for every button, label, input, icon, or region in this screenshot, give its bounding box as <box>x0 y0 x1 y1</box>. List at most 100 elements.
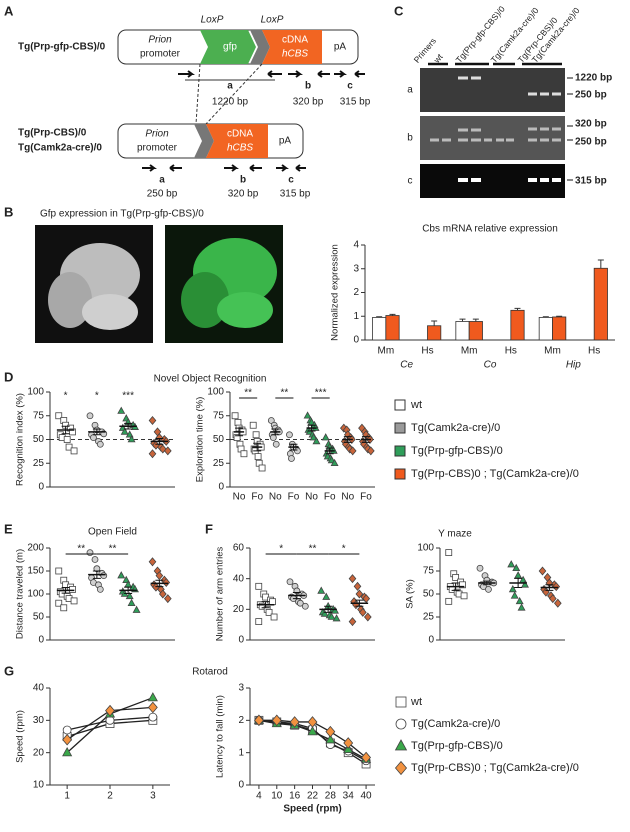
sem-bar <box>61 425 70 435</box>
amplicon-size: 250 bp <box>147 189 178 200</box>
y-tick-label: 100 <box>27 387 44 398</box>
marker <box>265 609 273 616</box>
marker <box>163 446 172 456</box>
bands-a <box>458 76 561 96</box>
marker <box>86 549 94 556</box>
sem-bar <box>235 427 244 437</box>
marker <box>96 586 104 593</box>
panel-label: E <box>4 521 13 536</box>
marker <box>258 464 266 472</box>
marker <box>538 566 547 576</box>
brain-shape <box>82 294 138 330</box>
group-label: Ce <box>400 360 413 371</box>
segment-label: promoter <box>140 49 181 60</box>
amplicon-size: 320 bp <box>228 189 259 200</box>
marker <box>231 412 239 420</box>
legend-swatch <box>394 399 406 411</box>
marker <box>361 751 371 764</box>
sem-bar <box>124 422 133 430</box>
marker <box>91 556 99 563</box>
bar <box>552 316 567 341</box>
y-tick-label: 40 <box>233 573 245 584</box>
gel-row-label: b <box>407 133 413 144</box>
y-tick-label: 0 <box>38 482 44 493</box>
x-tick-label: 1 <box>64 791 70 802</box>
marker <box>148 712 158 722</box>
bar <box>538 317 553 341</box>
sem-bar <box>155 579 164 588</box>
marker <box>459 581 466 589</box>
y-tick-label: 1 <box>238 747 244 758</box>
y-tick-label: 50 <box>213 434 225 445</box>
marker <box>249 421 257 429</box>
marker <box>510 591 519 599</box>
bands-b <box>430 127 561 142</box>
y-axis-label: SA (%) <box>405 579 416 609</box>
segment-label: promoter <box>137 143 178 154</box>
x-tick-label: Mm <box>544 346 561 357</box>
y-tick-label: 25 <box>213 458 225 469</box>
marker <box>55 599 63 607</box>
error-bar <box>597 259 604 269</box>
marker <box>348 617 357 627</box>
legend-label: Tg(Prp-gfp-CBS)/0 <box>411 445 503 457</box>
gel-row-label: c <box>408 176 413 187</box>
y-tick-label: 60 <box>233 543 245 554</box>
sem-bar <box>361 436 370 443</box>
sem-bar <box>545 584 554 591</box>
marker <box>255 582 263 590</box>
marker <box>55 412 63 420</box>
segment-label: gfp <box>223 42 237 53</box>
marker <box>521 580 529 588</box>
bar <box>372 317 387 341</box>
y-tick-label: 30 <box>33 715 45 726</box>
marker <box>348 446 357 456</box>
error-bar <box>376 316 383 318</box>
marker <box>62 733 73 746</box>
x-tick-label: 22 <box>307 791 319 802</box>
legend-label: Tg(Prp-CBS)0 ; Tg(Camk2a-cre)/0 <box>411 468 579 480</box>
segment-label: hCBS <box>227 143 253 154</box>
marker <box>307 716 318 728</box>
significance: ** <box>280 388 288 399</box>
sem-bar <box>324 605 333 613</box>
marker <box>332 614 341 622</box>
primer-label: a <box>159 175 165 186</box>
legend-swatch <box>394 445 406 457</box>
panel-label: D <box>4 369 13 384</box>
marker <box>86 412 94 420</box>
sem-bar <box>451 582 460 591</box>
group-label: Co <box>484 360 497 371</box>
marker <box>117 571 126 579</box>
x-tick-label: 3 <box>150 791 156 802</box>
marker <box>395 718 407 730</box>
legend-swatch <box>394 468 406 480</box>
marker <box>322 592 331 600</box>
marker <box>69 586 76 593</box>
marker <box>117 406 126 414</box>
marker <box>317 586 326 594</box>
x-tick-label: 34 <box>343 791 355 802</box>
marker <box>127 598 136 606</box>
segment-label: pA <box>334 42 347 53</box>
y-tick-label: 50 <box>33 612 45 623</box>
marker <box>125 591 134 600</box>
loxp-segment <box>250 30 270 64</box>
marker <box>548 594 557 604</box>
panel-label: G <box>4 663 14 678</box>
marker <box>507 560 516 568</box>
marker <box>269 434 277 442</box>
y-tick-label: 75 <box>33 410 45 421</box>
brain-shape <box>48 272 92 328</box>
brain-images <box>35 225 283 343</box>
construct-bottom: Tg(Prp-CBS)/0 Tg(Camk2a-cre)/0 Prion pro… <box>18 123 311 200</box>
error-bar <box>459 318 466 322</box>
marker <box>348 574 357 584</box>
marker <box>127 435 136 443</box>
legend-label: Tg(Prp-CBS)0 ; Tg(Camk2a-cre)/0 <box>411 762 579 774</box>
marker <box>132 605 141 613</box>
amplicon-size: 1220 bp <box>212 97 249 108</box>
panel-label: B <box>4 204 13 219</box>
marker <box>296 599 304 607</box>
y-axis-label: Number of arm entries <box>215 547 226 642</box>
